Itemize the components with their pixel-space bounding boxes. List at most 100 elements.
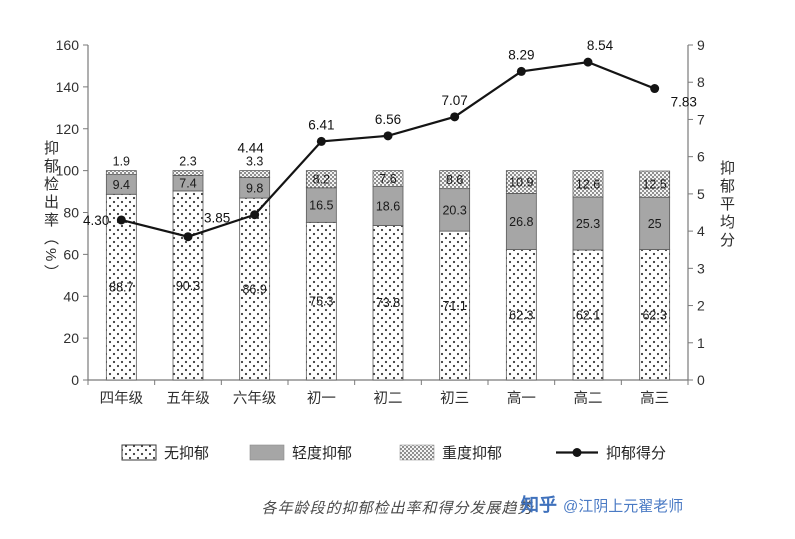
right-axis-tick-label: 8 (697, 74, 705, 90)
category-label: 高三 (640, 390, 669, 407)
bar-segment-重度抑郁 (505, 170, 537, 194)
bar-segment-无抑郁 (105, 193, 137, 381)
bar-value-label: 7.6 (379, 172, 396, 186)
category-label: 初一 (307, 390, 336, 407)
legend-label: 重度抑郁 (442, 445, 502, 462)
legend-swatch-no-depression (121, 444, 157, 461)
category-label: 五年级 (166, 390, 210, 407)
bar-value-label: 25 (648, 217, 662, 231)
left-axis-tick-label: 0 (71, 372, 79, 388)
score-label: 8.29 (508, 47, 534, 62)
bar-segment-重度抑郁 (639, 170, 671, 198)
left-axis-tick-label: 40 (63, 288, 79, 304)
bar-segment-无抑郁 (572, 249, 604, 381)
right-axis-tick-label: 1 (697, 335, 705, 351)
bar-value-label: 75.3 (309, 295, 333, 309)
score-point (450, 112, 460, 122)
bar-segment-无抑郁 (172, 190, 204, 381)
bar-value-label: 73.8 (376, 296, 400, 310)
bar-value-label: 88.7 (109, 281, 133, 295)
legend-point-marker (572, 448, 582, 457)
right-axis-tick-label: 5 (697, 186, 705, 202)
score-label: 6.56 (375, 112, 401, 127)
right-axis-tick-label: 9 (697, 37, 705, 53)
score-point (516, 66, 526, 76)
bar-value-label: 3.3 (246, 155, 263, 169)
bar-value-label: 1.9 (113, 155, 130, 169)
legend-swatch-mild-depression (249, 444, 285, 461)
left-axis-tick-label: 160 (56, 37, 80, 53)
left-axis-tick-label: 20 (63, 330, 79, 346)
bar-segment-无抑郁 (305, 221, 337, 381)
left-axis-title: 抑郁检出率（%） (42, 140, 59, 283)
bar-segment-重度抑郁 (305, 170, 337, 189)
score-point (316, 136, 326, 146)
category-label: 高一 (507, 390, 536, 407)
bar-value-label: 18.6 (376, 200, 400, 214)
right-axis-tick-label: 7 (697, 111, 705, 127)
bar-segment-无抑郁 (439, 230, 471, 381)
bar-segment-轻度抑郁 (372, 186, 404, 226)
bar-segment-重度抑郁 (372, 170, 404, 187)
legend: 无抑郁 轻度抑郁 重度抑郁 抑郁得分 (121, 444, 666, 462)
axes: 0 20 40 60 80 100 120 140 160 0 1 2 3 4 5 6 7 8 9 四年级 五年级 六年级… (56, 37, 705, 407)
bar-segment-轻度抑郁 (439, 188, 471, 232)
bar-segment-轻度抑郁 (639, 196, 671, 250)
bar-value-label: 62.1 (576, 308, 600, 322)
category-label: 六年级 (233, 390, 277, 407)
bar-value-label: 9.8 (246, 181, 263, 195)
bar-value-label: 86.9 (242, 283, 266, 297)
bar-value-label: 10.9 (509, 176, 533, 190)
legend-label: 无抑郁 (164, 445, 209, 462)
score-label: 7.83 (671, 95, 697, 110)
score-line-group: 4.30 3.85 4.44 6.41 6.56 7.07 8.29 8.54 7.83 (83, 38, 697, 242)
bar-value-label: 12.5 (642, 178, 666, 192)
bar-segment-重度抑郁 (239, 170, 271, 178)
right-axis-tick-label: 6 (697, 149, 705, 165)
score-label: 6.41 (308, 117, 334, 132)
bar-value-label: 62.3 (509, 308, 533, 322)
watermark-brand: 知乎 (521, 495, 557, 515)
bar-value-label: 7.4 (179, 177, 196, 191)
bar-segment-无抑郁 (372, 225, 404, 381)
bar-segment-轻度抑郁 (305, 187, 337, 223)
right-axis-tick-label: 3 (697, 260, 705, 276)
bar-value-label: 90.3 (176, 279, 200, 293)
watermark-handle: @江阴上元翟老师 (563, 498, 684, 515)
left-axis-tick-label: 80 (63, 205, 79, 221)
left-axis-tick-label: 60 (63, 246, 79, 262)
bar-value-label: 8.2 (313, 173, 330, 187)
watermark: 知乎 @江阴上元翟老师 (521, 491, 683, 517)
bar-value-label: 8.6 (446, 173, 463, 187)
category-label: 四年级 (100, 390, 144, 407)
category-label: 高二 (574, 390, 603, 407)
bar-value-label: 16.5 (309, 199, 333, 213)
left-axis-tick-label: 100 (56, 163, 80, 179)
bar-segment-无抑郁 (239, 197, 271, 381)
right-axis-tick-label: 0 (697, 372, 705, 388)
bar-value-label: 26.8 (509, 215, 533, 229)
bar-segment-重度抑郁 (172, 170, 204, 176)
bar-segment-重度抑郁 (105, 170, 137, 176)
right-axis-tick-label: 4 (697, 223, 705, 239)
bar-segment-重度抑郁 (572, 170, 604, 198)
score-label: 3.85 (204, 211, 230, 226)
left-axis-tick-label: 120 (56, 121, 80, 137)
bar-value-label: 12.6 (576, 177, 600, 191)
category-label: 初二 (374, 390, 403, 407)
category-label: 初三 (440, 390, 469, 407)
bar-value-label: 20.3 (442, 203, 466, 217)
score-point (183, 232, 193, 242)
bar-segment-无抑郁 (505, 249, 537, 381)
score-point (650, 84, 660, 94)
legend-swatch-severe-depression (399, 444, 435, 461)
right-axis-title: 抑郁平均分 (718, 160, 735, 250)
bar-value-label: 2.3 (179, 155, 196, 169)
bar-value-label: 62.3 (642, 308, 666, 322)
bar-value-label: 9.4 (113, 178, 130, 192)
right-axis-tick-label: 2 (697, 298, 705, 314)
legend-label: 轻度抑郁 (292, 445, 352, 462)
bar-value-label: 25.3 (576, 217, 600, 231)
bar-segment-重度抑郁 (439, 170, 471, 190)
